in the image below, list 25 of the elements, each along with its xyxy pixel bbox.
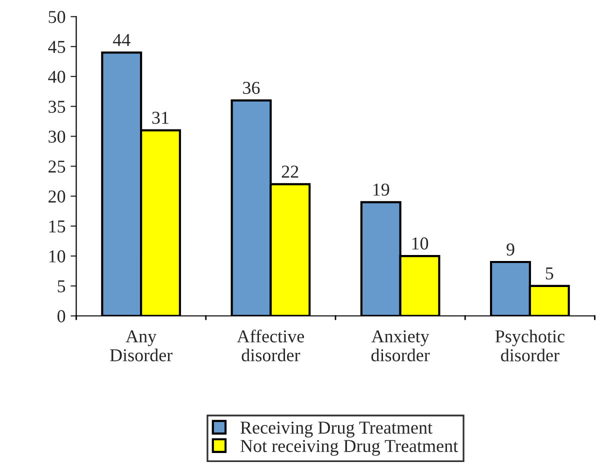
data-label: 19 xyxy=(373,184,390,196)
y-tick-label: 40 xyxy=(48,70,66,83)
y-tick-label: 10 xyxy=(49,250,66,262)
x-tick-label: Anxiety disorder xyxy=(371,330,430,362)
data-label: 44 xyxy=(112,34,130,46)
x-tick-label: Affective disorder xyxy=(236,330,304,362)
data-label: 9 xyxy=(506,243,514,256)
y-tick-label: 50 xyxy=(48,10,66,24)
x-tick-label: Psychotic disorder xyxy=(495,330,564,362)
data-label: 36 xyxy=(243,82,260,94)
y-tick-label: 25 xyxy=(48,160,66,173)
x-tick-label: Any Disorder xyxy=(110,330,172,362)
y-tick-label: 30 xyxy=(48,130,66,143)
y-tick-label: 20 xyxy=(48,190,66,203)
y-tick-label: 35 xyxy=(48,100,66,113)
legend-label: Not receiving Drug Treatment xyxy=(240,440,458,456)
y-tick-label: 5 xyxy=(58,280,66,292)
data-label: 31 xyxy=(152,112,168,124)
data-label: 5 xyxy=(546,268,554,280)
y-tick-label: 15 xyxy=(49,220,66,233)
data-label: 10 xyxy=(412,237,428,250)
legend-label: Receiving Drug Treatment xyxy=(240,422,432,438)
y-tick-label: 0 xyxy=(57,310,66,322)
y-tick-label: 45 xyxy=(48,40,66,53)
data-label: 22 xyxy=(282,166,298,178)
